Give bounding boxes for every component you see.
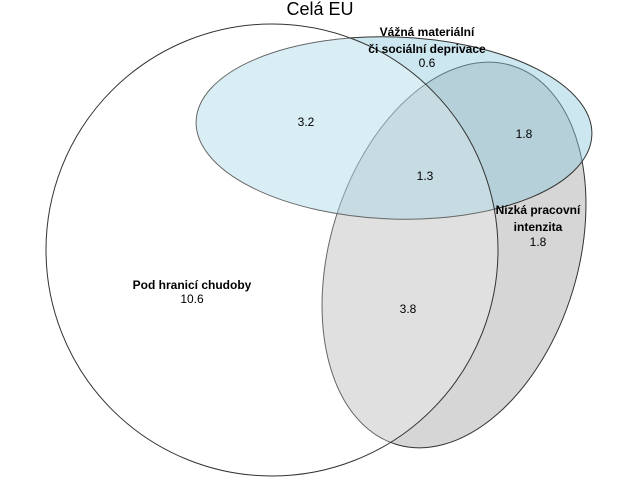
value-poverty-deprivation: 3.2 [298,115,315,129]
value-all-three: 1.3 [417,169,434,183]
value-deprivation-only: 0.6 [419,56,436,70]
set-label-poverty: Pod hranicí chudoby [133,278,252,292]
set-deprivation [195,36,593,220]
diagram-title: Celá EU [286,0,353,19]
value-poverty-work: 3.8 [400,302,417,316]
value-work-only: 1.8 [530,235,547,249]
value-deprivation-work: 1.8 [516,127,533,141]
set-poverty [45,23,499,477]
set-label-deprivation-line2: či sociální deprivace [368,42,486,56]
set-label-work-line1: Nízká pracovní [496,203,581,217]
set-work-intensity [321,61,587,449]
set-label-work-line2: intenzita [514,220,563,234]
set-label-deprivation-line1: Vážná materiální [380,25,475,39]
value-poverty-only: 10.6 [180,292,204,306]
